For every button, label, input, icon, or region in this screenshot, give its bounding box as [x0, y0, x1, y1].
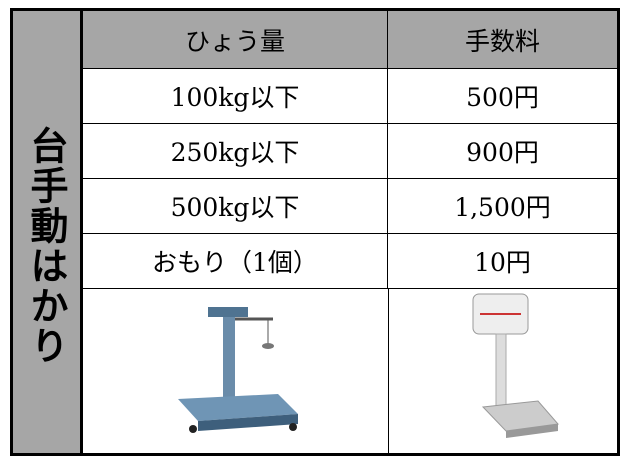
platform-scale-image [472, 293, 559, 438]
table-cell: 10円 [388, 234, 617, 289]
table-cell: 1,500円 [388, 179, 617, 234]
image-cell [83, 289, 389, 453]
header-cell: ひょう量 [83, 11, 388, 69]
table-cell: 500kg以下 [83, 179, 388, 234]
table-cell: 250kg以下 [83, 124, 388, 179]
header-cell: 手数料 [388, 11, 617, 69]
side-label-cell: 台手動はかり [13, 11, 83, 453]
table-cell: 500円 [388, 69, 617, 124]
table-cell: 100kg以下 [83, 69, 388, 124]
table-cell: 900円 [388, 124, 617, 179]
image-cell [388, 289, 617, 453]
price-table: 台手動はかり ひょう量 手数料 100kg以下 500円 250kg以下 900円 50… [10, 8, 620, 456]
side-label: 台手動はかり [24, 126, 69, 366]
platform-scale-image [178, 307, 298, 433]
table-cell: おもり（1個） [83, 234, 388, 289]
